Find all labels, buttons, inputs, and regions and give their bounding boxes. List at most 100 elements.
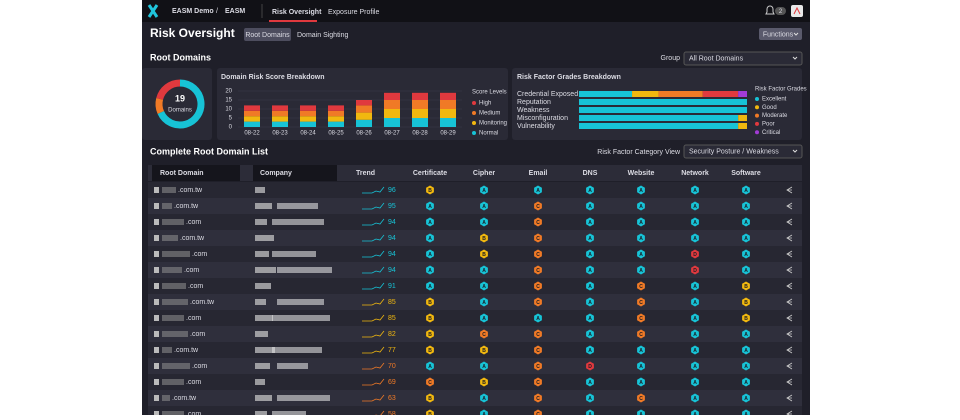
table-row <box>148 358 802 374</box>
y-tick-label: 0 <box>229 125 233 131</box>
grade-badge <box>426 249 434 259</box>
share-icon[interactable] <box>786 362 793 370</box>
view-label: Risk Factor Category View <box>597 149 681 156</box>
bell-icon[interactable] <box>765 5 775 15</box>
redaction <box>255 187 265 193</box>
column-header[interactable]: Network <box>681 170 709 177</box>
share-icon[interactable] <box>786 234 793 242</box>
share-icon[interactable] <box>786 250 793 258</box>
share-icon[interactable] <box>786 394 793 402</box>
table-row <box>148 390 802 406</box>
grade-badge <box>691 361 699 371</box>
bar-segment <box>300 116 316 122</box>
redaction <box>255 395 272 401</box>
grade-badge <box>637 361 645 371</box>
table-row <box>148 230 802 246</box>
functions-button[interactable] <box>759 28 802 40</box>
trend-score: 96 <box>388 187 396 194</box>
redaction <box>154 283 159 289</box>
grade-badge <box>534 185 542 195</box>
share-icon[interactable] <box>786 314 793 322</box>
share-icon[interactable] <box>786 282 793 290</box>
redaction <box>255 363 270 369</box>
column-header[interactable]: Company <box>260 170 292 177</box>
redaction <box>272 251 316 257</box>
grade: A <box>588 268 592 274</box>
redaction <box>154 347 159 353</box>
grade: A <box>693 396 697 402</box>
grade-badge <box>637 281 645 291</box>
redaction <box>162 235 178 241</box>
grade: A <box>482 300 486 306</box>
grade-badge <box>534 249 542 259</box>
notification-count: 2 <box>779 9 783 15</box>
grade-badge <box>586 361 594 371</box>
tab-label[interactable]: Domain Sighting <box>297 32 348 39</box>
column-header[interactable]: Website <box>628 170 655 177</box>
redaction <box>162 283 186 289</box>
share-icon[interactable] <box>786 202 793 210</box>
nav-tab[interactable]: Risk Oversight <box>272 9 322 16</box>
share-icon[interactable] <box>786 218 793 226</box>
grade-badge <box>742 265 750 275</box>
redaction <box>272 315 330 321</box>
grade-badge <box>586 185 594 195</box>
grade: B <box>482 380 486 386</box>
project-name[interactable]: EASM <box>225 8 245 15</box>
grade: A <box>482 364 486 370</box>
bar-segment <box>579 99 747 105</box>
column-header[interactable]: Cipher <box>473 170 495 177</box>
grade-badge <box>586 393 594 403</box>
share-icon[interactable] <box>786 378 793 386</box>
legend-marker <box>755 105 759 110</box>
share-icon[interactable] <box>786 346 793 354</box>
share-icon[interactable] <box>786 330 793 338</box>
bar-segment <box>356 100 372 106</box>
domain: .com.tw <box>180 235 205 242</box>
grade: A <box>482 220 486 226</box>
grade: A <box>744 364 748 370</box>
column-header[interactable]: Email <box>529 170 548 177</box>
grade: A <box>428 268 432 274</box>
grade: A <box>588 332 592 338</box>
table-row <box>148 294 802 310</box>
share-icon[interactable] <box>786 266 793 274</box>
sparkline <box>362 266 385 274</box>
share-icon[interactable] <box>786 186 793 194</box>
column-header[interactable]: Trend <box>356 170 375 177</box>
redaction <box>154 203 159 209</box>
bar-segment <box>244 121 260 127</box>
grade: B <box>482 348 486 354</box>
avatar[interactable] <box>791 5 803 17</box>
bar-segment <box>272 116 288 122</box>
table: Root Domain Company Trend Certificate Cipher… <box>148 165 802 420</box>
org-name[interactable]: EASM Demo <box>172 8 214 15</box>
trend-score: 85 <box>388 315 396 322</box>
group-select[interactable] <box>683 51 803 66</box>
column-header[interactable]: Root Domain <box>160 170 204 177</box>
table-row <box>148 246 802 262</box>
grade: B <box>428 316 432 322</box>
grade: C <box>536 204 540 210</box>
nav-tab[interactable]: Exposure Profile <box>328 9 379 16</box>
grade: A <box>744 348 748 354</box>
grade: D <box>693 268 697 274</box>
grade-badge <box>534 345 542 355</box>
grade-badge <box>480 393 488 403</box>
column-header[interactable]: DNS <box>583 170 598 177</box>
grade: A <box>588 284 592 290</box>
bar-segment <box>412 100 428 109</box>
column-header[interactable]: Software <box>731 170 761 177</box>
table-row <box>148 278 802 294</box>
column-header[interactable]: Certificate <box>413 170 447 177</box>
grade-badge <box>534 329 542 339</box>
tab-active[interactable] <box>244 28 291 41</box>
share-icon[interactable] <box>786 298 793 306</box>
grade-badge <box>691 393 699 403</box>
grade-badge <box>691 249 699 259</box>
legend-label: Monitoring <box>479 121 507 127</box>
view-select[interactable] <box>683 144 803 159</box>
grade: A <box>588 188 592 194</box>
sparkline <box>362 298 385 306</box>
grade: A <box>482 268 486 274</box>
